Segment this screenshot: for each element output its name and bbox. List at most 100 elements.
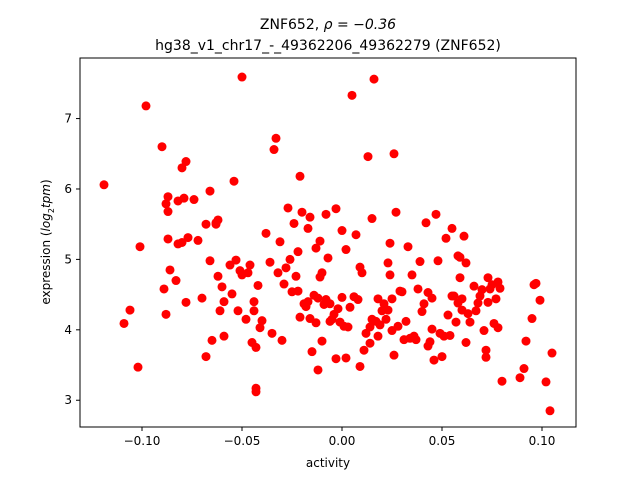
data-point xyxy=(473,298,483,308)
data-point xyxy=(253,280,263,290)
data-point xyxy=(333,304,343,314)
data-point xyxy=(291,271,301,281)
data-point xyxy=(229,176,239,186)
data-point xyxy=(433,256,443,266)
data-point xyxy=(521,336,531,346)
data-point xyxy=(325,299,335,309)
data-point xyxy=(141,101,151,111)
data-point xyxy=(197,293,207,303)
data-point xyxy=(441,233,451,243)
data-point xyxy=(163,207,173,217)
data-point xyxy=(275,237,285,247)
data-point xyxy=(385,238,395,248)
data-point xyxy=(515,373,525,383)
data-point xyxy=(249,297,259,307)
data-point xyxy=(413,284,423,294)
data-point xyxy=(179,193,189,203)
y-tick-label: 3 xyxy=(64,393,72,407)
data-point xyxy=(383,258,393,268)
data-point xyxy=(243,268,253,278)
data-point xyxy=(295,312,305,322)
data-point xyxy=(365,322,375,332)
y-axis-ticks: 3 4 5 6 7 xyxy=(64,112,80,407)
data-point xyxy=(545,406,555,416)
data-point xyxy=(181,297,191,307)
data-point xyxy=(313,365,323,375)
data-point xyxy=(535,295,545,305)
data-point xyxy=(257,316,267,326)
data-point xyxy=(293,247,303,257)
data-point xyxy=(447,223,457,233)
data-point xyxy=(443,310,453,320)
data-point xyxy=(159,284,169,294)
x-axis-ticks: −0.10 −0.05 0.00 0.05 0.10 xyxy=(124,427,556,448)
data-point xyxy=(363,152,373,162)
x-tick-label: 0.05 xyxy=(429,434,456,448)
data-point xyxy=(161,309,171,319)
data-point xyxy=(417,307,427,317)
data-point xyxy=(445,330,455,340)
data-point xyxy=(493,323,503,333)
data-point xyxy=(357,268,367,278)
data-point xyxy=(389,350,399,360)
data-point xyxy=(125,305,135,315)
x-tick-label: 0.10 xyxy=(529,434,556,448)
data-point xyxy=(165,265,175,275)
data-point xyxy=(425,337,435,347)
data-point xyxy=(383,305,393,315)
data-point xyxy=(461,258,471,268)
data-point xyxy=(483,297,493,307)
data-point xyxy=(269,145,279,155)
data-point xyxy=(369,74,379,84)
plot-area xyxy=(79,57,577,428)
data-point xyxy=(303,223,313,233)
data-point xyxy=(337,226,347,236)
data-point xyxy=(385,270,395,280)
data-point xyxy=(495,283,505,293)
data-point xyxy=(249,306,259,316)
data-point xyxy=(407,270,417,280)
data-point xyxy=(391,207,401,217)
data-point xyxy=(293,286,303,296)
data-point xyxy=(219,331,229,341)
data-point xyxy=(427,324,437,334)
data-point xyxy=(481,345,491,355)
data-point xyxy=(337,292,347,302)
data-point xyxy=(207,335,217,345)
data-point xyxy=(265,257,275,267)
data-point xyxy=(355,361,365,371)
data-point xyxy=(457,294,467,304)
x-tick-label: −0.10 xyxy=(124,434,161,448)
data-point xyxy=(313,293,323,303)
data-point xyxy=(289,218,299,228)
data-point xyxy=(213,215,223,225)
data-point xyxy=(389,149,399,159)
data-point xyxy=(119,318,129,328)
data-point xyxy=(237,72,247,82)
data-point xyxy=(373,331,383,341)
chart-title-line2: hg38_v1_chr17_-_49362206_49362279 (ZNF65… xyxy=(155,38,501,54)
data-point xyxy=(387,294,397,304)
data-point xyxy=(451,317,461,327)
data-point xyxy=(547,348,557,358)
data-point xyxy=(163,192,173,202)
data-point xyxy=(437,352,447,362)
data-point xyxy=(415,257,425,267)
chart-title-line1: ZNF652, ρ = −0.36 xyxy=(260,17,396,33)
x-axis-label: activity xyxy=(306,456,350,470)
data-point xyxy=(227,289,237,299)
data-point xyxy=(305,212,315,222)
data-point xyxy=(461,338,471,347)
data-point xyxy=(491,294,501,304)
data-point xyxy=(497,376,507,386)
data-point xyxy=(481,352,491,362)
data-point xyxy=(469,281,479,291)
data-point xyxy=(381,314,391,324)
data-point xyxy=(479,326,489,336)
data-point xyxy=(401,316,411,326)
data-point xyxy=(477,285,487,295)
data-point xyxy=(201,352,211,362)
data-point xyxy=(295,171,305,181)
data-point xyxy=(317,268,327,278)
